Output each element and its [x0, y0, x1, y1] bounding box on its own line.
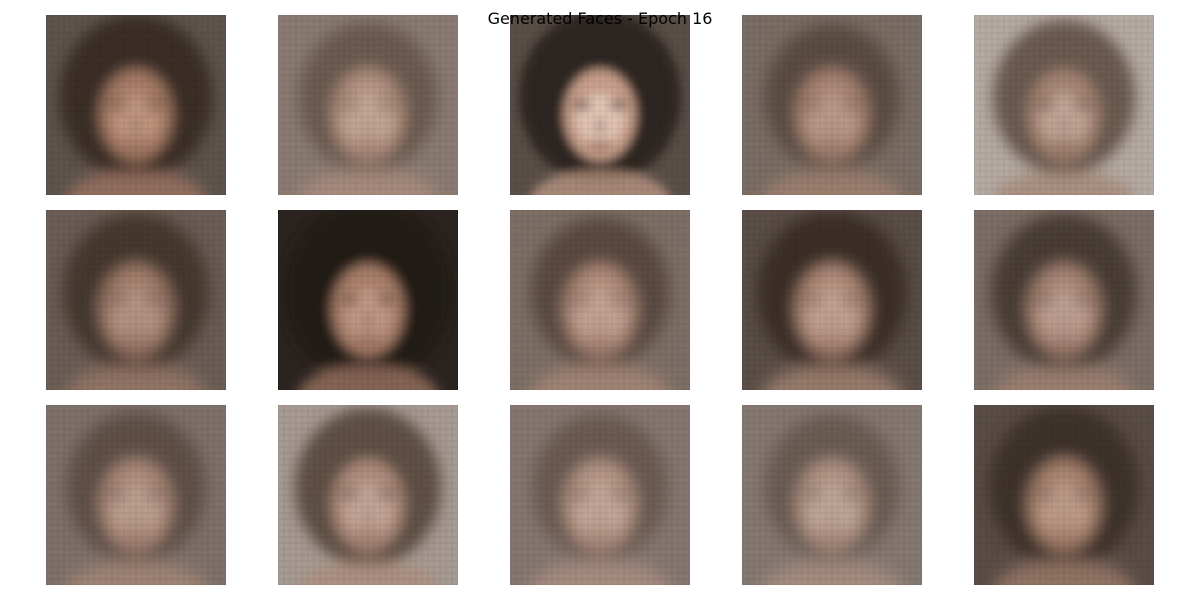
- face-render: [742, 210, 922, 390]
- generated-face-image: [510, 15, 690, 195]
- face-render: [278, 210, 458, 390]
- generated-face-image: [974, 210, 1154, 390]
- face-render: [46, 210, 226, 390]
- face-render: [974, 15, 1154, 195]
- face-render: [278, 15, 458, 195]
- face-render: [510, 15, 690, 195]
- generated-face-image: [278, 405, 458, 585]
- generated-face-image: [742, 405, 922, 585]
- generated-face-image: [46, 210, 226, 390]
- generated-face-image: [974, 405, 1154, 585]
- generated-face-image: [278, 15, 458, 195]
- face-render: [46, 405, 226, 585]
- face-render: [974, 210, 1154, 390]
- generated-face-image: [510, 405, 690, 585]
- face-render: [974, 405, 1154, 585]
- face-render: [46, 15, 226, 195]
- generated-face-image: [46, 15, 226, 195]
- face-render: [742, 15, 922, 195]
- generated-face-image: [742, 15, 922, 195]
- generated-face-image: [974, 15, 1154, 195]
- face-render: [510, 210, 690, 390]
- face-render: [510, 405, 690, 585]
- generated-face-image: [742, 210, 922, 390]
- face-render: [742, 405, 922, 585]
- generated-face-image: [510, 210, 690, 390]
- figure-title: Generated Faces - Epoch 16: [487, 9, 713, 28]
- generated-face-image: [46, 405, 226, 585]
- face-render: [278, 405, 458, 585]
- generated-face-image: [278, 210, 458, 390]
